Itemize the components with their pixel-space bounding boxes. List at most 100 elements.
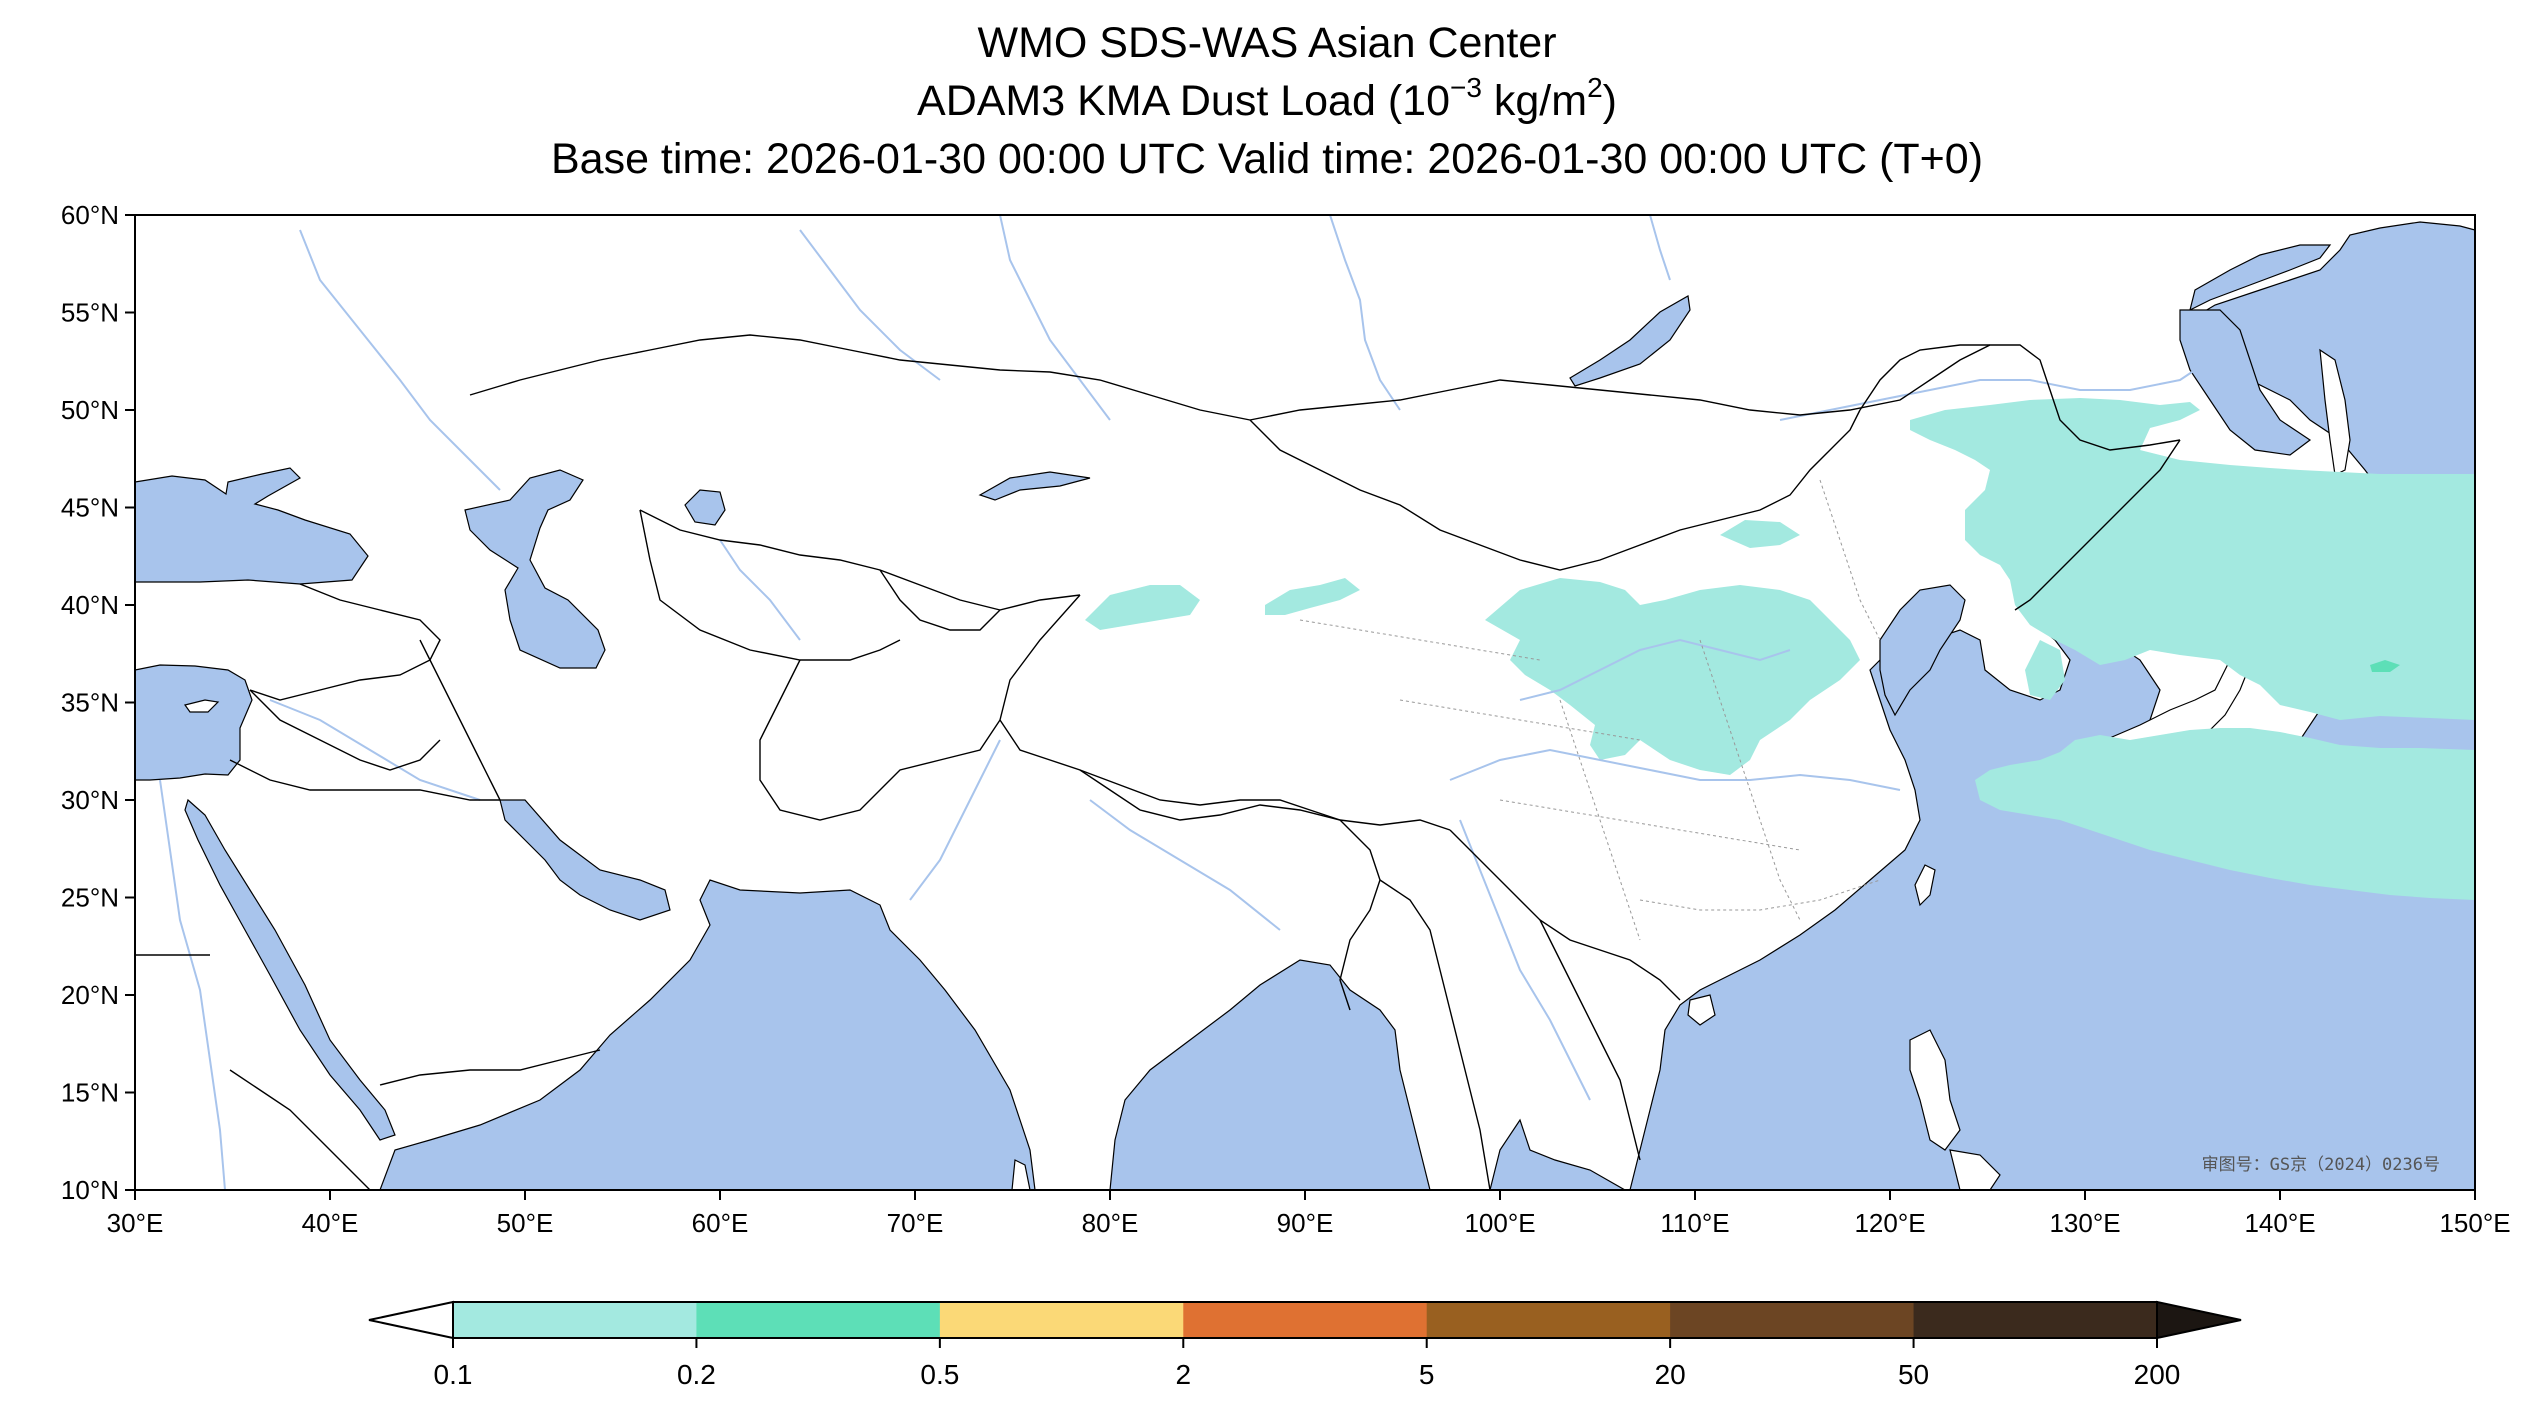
river-amu-darya [719, 539, 801, 641]
colorbar-under-arrow [368, 1300, 454, 1340]
colorbar-segment-4 [1426, 1302, 1671, 1338]
black-sea [135, 467, 369, 585]
river-mekong [1459, 819, 1591, 1101]
east-siberian-coast-sea [2179, 309, 2312, 456]
colorbar-over-arrow [2156, 1300, 2242, 1340]
lon-tick-label-60: 60°E [692, 1208, 749, 1238]
colorbar-segment-6 [1913, 1302, 2158, 1338]
title-line-3: Base time: 2026-01-30 00:00 UTC Valid ti… [550, 135, 1984, 183]
province-borders [1299, 479, 1881, 941]
lat-tick-label-20: 20°N [61, 980, 119, 1010]
lat-tick-label-45: 45°N [61, 493, 119, 523]
lon-tick-label-140: 140°E [2244, 1208, 2315, 1238]
colorbar-segment-2 [939, 1302, 1184, 1338]
river-nile [159, 779, 226, 1190]
pacific-ocean [1489, 1118, 1627, 1190]
review-number: 审图号：GS京（2024）0236号 [2202, 1155, 2440, 1175]
rivers [159, 215, 2211, 1190]
lat-tick-label-60: 60°N [61, 200, 119, 230]
colorbar-segment-3 [1183, 1302, 1428, 1338]
province-border-2 [1399, 699, 1641, 741]
colorbar-label-0: 0.1 [434, 1359, 473, 1390]
lon-tick-label-100: 100°E [1464, 1208, 1535, 1238]
map-plot-area: 审图号：GS京（2024）0236号 [135, 215, 2475, 1190]
title-line-2-suffix: ) [1602, 77, 1617, 125]
map-title: WMO SDS-WAS Asian Center ADAM3 KMA Dust … [0, 14, 2534, 188]
lon-tick-label-120: 120°E [1854, 1208, 1925, 1238]
river-amur [1779, 359, 2211, 421]
river-irtysh [799, 229, 941, 381]
province-border-1 [1299, 619, 1541, 661]
title-line-2-prefix: ADAM3 KMA Dust Load (10 [917, 77, 1450, 125]
border-africa-horn [229, 1069, 371, 1190]
colorbar-segment-0 [453, 1302, 697, 1338]
colorbar-label-2: 0.5 [920, 1359, 959, 1390]
province-border-3 [1559, 699, 1641, 941]
dust-area-taklimakan-west [1085, 585, 1200, 630]
lake-baikal [1569, 295, 1691, 387]
water-bodies [135, 221, 2475, 1190]
colorbar-label-6: 50 [1898, 1359, 1929, 1390]
river-volga [299, 229, 501, 491]
sakhalin [2319, 348, 2351, 476]
province-border-6 [1639, 879, 1881, 911]
lon-tick-label-70: 70°E [887, 1208, 944, 1238]
title-line-1: WMO SDS-WAS Asian Center [977, 19, 1557, 67]
yellow-sea [1879, 584, 1966, 717]
latitude-axis: 60°N 55°N 50°N 45°N 40°N 35°N 30°N 25°N 20°N 15°N… [61, 200, 135, 1205]
dust-area-inner-mongolia [1720, 520, 1800, 548]
colorbar-label-5: 20 [1655, 1359, 1686, 1390]
mindanao [1949, 1149, 2001, 1190]
lon-tick-label-30: 30°E [107, 1208, 164, 1238]
persian-gulf [499, 799, 671, 921]
title-line-2-units: kg/m [1481, 77, 1588, 125]
colorbar-segment-1 [696, 1302, 941, 1338]
border-syria-iraq-jordan [249, 689, 441, 771]
longitude-axis: 30°E 40°E 50°E 60°E 70°E 80°E 90°E 100°E 110°E 12… [107, 1190, 2511, 1238]
border-myanmar-thailand [1379, 879, 1491, 1190]
lat-tick-label-25: 25°N [61, 883, 119, 913]
river-yenisei [1329, 215, 1401, 411]
bay-of-bengal [1109, 959, 1431, 1190]
luzon [1909, 1029, 1961, 1151]
aral-sea [684, 489, 726, 526]
title-line-2-unit-exponent: 2 [1587, 72, 1603, 103]
province-border-4 [1699, 639, 1801, 921]
border-china-southeast-asia [1449, 829, 1681, 1001]
river-ganges [1089, 799, 1281, 931]
border-russia-kazakhstan [469, 334, 1251, 421]
river-yangtze [1449, 748, 1901, 791]
lat-tick-label-50: 50°N [61, 395, 119, 425]
border-china-korea [2014, 439, 2181, 611]
sri-lanka [1011, 1159, 1031, 1190]
lat-tick-label-35: 35°N [61, 688, 119, 718]
border-yemen [379, 1049, 601, 1086]
lat-tick-label-40: 40°N [61, 590, 119, 620]
border-mongolia-china [1249, 409, 1861, 571]
lat-tick-label-10: 10°N [61, 1175, 119, 1205]
lon-tick-label-50: 50°E [497, 1208, 554, 1238]
colorbar-frame [452, 1301, 2158, 1339]
title-line-2-exponent: −3 [1449, 72, 1482, 103]
lat-tick-label-55: 55°N [61, 298, 119, 328]
dust-area-korea-strait [2025, 640, 2065, 700]
lake-balkhash [978, 471, 1091, 501]
river-yellow [1519, 638, 1791, 701]
sea-of-okhotsk [2189, 244, 2332, 312]
colorbar-label-7: 200 [2134, 1359, 2181, 1390]
border-iran-afghanistan-pakistan [759, 659, 1001, 821]
lon-tick-label-80: 80°E [1082, 1208, 1139, 1238]
river-euphrates [269, 699, 481, 801]
lon-tick-label-150: 150°E [2439, 1208, 2510, 1238]
colorbar-label-4: 5 [1419, 1359, 1435, 1390]
border-china-west [999, 594, 1451, 831]
lon-tick-label-110: 110°E [1660, 1208, 1729, 1238]
lat-tick-label-30: 30°N [61, 785, 119, 815]
dust-area-small-pacific [2370, 660, 2400, 672]
river-indus [909, 739, 1001, 901]
colorbar-label-1: 0.2 [677, 1359, 716, 1390]
border-india-nepal-china [1079, 769, 1341, 821]
title-line-2: ADAM3 KMA Dust Load (10−3 kg/m2) [0, 72, 2534, 130]
lon-tick-label-40: 40°E [302, 1208, 359, 1238]
dust-area-northern-china [1485, 578, 1860, 775]
